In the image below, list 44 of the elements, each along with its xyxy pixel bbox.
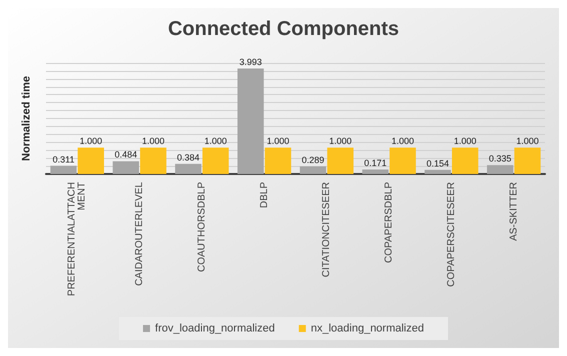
data-label: 0.384 [177, 152, 200, 162]
x-tick-label: DBLP [258, 182, 270, 208]
legend-label: frov_loading_normalized [155, 322, 275, 334]
data-label: 1.000 [204, 136, 227, 146]
bar [424, 170, 451, 174]
bar [390, 148, 416, 174]
bar [237, 68, 264, 174]
bar [140, 148, 166, 174]
x-tick-label: PREFERENTIALATTACHMENT [66, 182, 88, 296]
data-label: 0.311 [52, 154, 74, 164]
chart-title: Connected Components [168, 18, 400, 40]
x-tick-label: CITATIONCITESEER [321, 182, 332, 278]
bar [50, 166, 77, 174]
data-label: 1.000 [142, 136, 164, 146]
bar [362, 169, 389, 174]
x-tick-label: COPAPERSDBLP [384, 182, 395, 263]
bar [264, 148, 292, 174]
x-tick-label: AS-SKITTER [508, 182, 520, 241]
bar [175, 164, 202, 174]
data-label: 1.000 [516, 136, 539, 146]
data-label: 3.993 [239, 56, 262, 67]
x-tick-label: COPAPERSCITESEER [446, 182, 457, 287]
bar [300, 166, 326, 174]
data-label: 0.484 [114, 150, 138, 160]
y-axis-title: Normalized time [20, 76, 32, 161]
data-label: 0.154 [426, 158, 450, 168]
data-label: 0.335 [488, 154, 512, 164]
data-label: 1.000 [391, 136, 414, 146]
data-label: 0.171 [364, 158, 387, 168]
x-tick-label: COAUTHORSDBLP [196, 182, 208, 272]
data-label: 1.000 [80, 136, 102, 146]
x-tick-label: CAIDAROUTERLEVEL [134, 182, 146, 286]
legend-label: nx_loading_normalized [310, 322, 424, 334]
data-label: 1.000 [266, 136, 290, 146]
bar [486, 165, 514, 174]
bar [514, 148, 541, 174]
data-label: 0.289 [302, 154, 324, 165]
bar [452, 148, 478, 174]
bar [112, 161, 140, 174]
bar [202, 148, 229, 174]
bar [327, 148, 354, 174]
data-label: 1.000 [329, 136, 352, 146]
data-label: 1.000 [454, 136, 476, 146]
bar [78, 148, 104, 174]
